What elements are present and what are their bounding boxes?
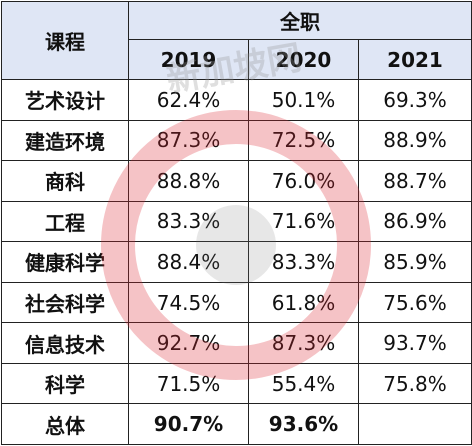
course-name: 信息技术 bbox=[1, 322, 129, 364]
rate-cell: 69.3% bbox=[357, 79, 472, 121]
row: 科学 71.5% 55.4% 75.8% bbox=[1, 362, 472, 405]
course-name: 商科 bbox=[1, 160, 129, 202]
rate-cell: 83.3% bbox=[128, 200, 249, 243]
rate-cell: 88.9% bbox=[357, 119, 472, 162]
course-name: 科学 bbox=[1, 362, 129, 405]
rate-cell: 92.7% bbox=[128, 322, 249, 364]
rate-cell: 93.7% bbox=[357, 322, 472, 364]
course-name: 总体 bbox=[1, 403, 129, 445]
rate-cell: 88.7% bbox=[357, 160, 472, 202]
total-cell: 90.7% bbox=[128, 403, 249, 445]
year-header: 2019 bbox=[128, 39, 249, 80]
rate-cell: 76.0% bbox=[248, 160, 359, 202]
row: 商科 88.8% 76.0% 88.7% bbox=[1, 160, 472, 202]
course-name: 建造环境 bbox=[1, 119, 129, 162]
row: 工程 83.3% 71.6% 86.9% bbox=[1, 200, 472, 243]
total-row: 总体 90.7% 93.6% bbox=[1, 403, 472, 445]
rate-cell: 71.5% bbox=[128, 362, 249, 405]
course-header: 课程 bbox=[1, 1, 129, 80]
total-cell: 93.6% bbox=[248, 403, 359, 445]
row: 社会科学 74.5% 61.8% 75.6% bbox=[1, 281, 472, 324]
rate-cell: 88.8% bbox=[128, 160, 249, 202]
year-header: 2020 bbox=[248, 39, 359, 80]
rate-cell: 75.6% bbox=[357, 281, 472, 324]
row: 健康科学 88.4% 83.3% 85.9% bbox=[1, 241, 472, 283]
rate-cell: 74.5% bbox=[128, 281, 249, 324]
rate-cell: 50.1% bbox=[248, 79, 359, 121]
rate-cell: 75.8% bbox=[357, 362, 472, 405]
rate-cell: 86.9% bbox=[357, 200, 472, 243]
course-name: 艺术设计 bbox=[1, 79, 129, 121]
empty-cell bbox=[357, 403, 472, 445]
rate-cell: 85.9% bbox=[357, 241, 472, 283]
row: 信息技术 92.7% 87.3% 93.7% bbox=[1, 322, 472, 364]
course-name: 健康科学 bbox=[1, 241, 129, 283]
group-header: 全职 bbox=[127, 1, 472, 40]
rate-cell: 83.3% bbox=[248, 241, 359, 283]
row: 艺术设计 62.4% 50.1% 69.3% bbox=[1, 79, 472, 121]
row: 建造环境 87.3% 72.5% 88.9% bbox=[1, 119, 472, 162]
rate-cell: 62.4% bbox=[128, 79, 249, 121]
rate-cell: 61.8% bbox=[248, 281, 359, 324]
rate-cell: 71.6% bbox=[248, 200, 359, 243]
year-header: 2021 bbox=[357, 39, 472, 80]
rate-cell: 88.4% bbox=[128, 241, 249, 283]
rate-cell: 87.3% bbox=[248, 322, 359, 364]
course-name: 工程 bbox=[1, 200, 129, 243]
rate-cell: 72.5% bbox=[248, 119, 359, 162]
rate-cell: 55.4% bbox=[248, 362, 359, 405]
rate-cell: 87.3% bbox=[128, 119, 249, 162]
course-name: 社会科学 bbox=[1, 281, 129, 324]
